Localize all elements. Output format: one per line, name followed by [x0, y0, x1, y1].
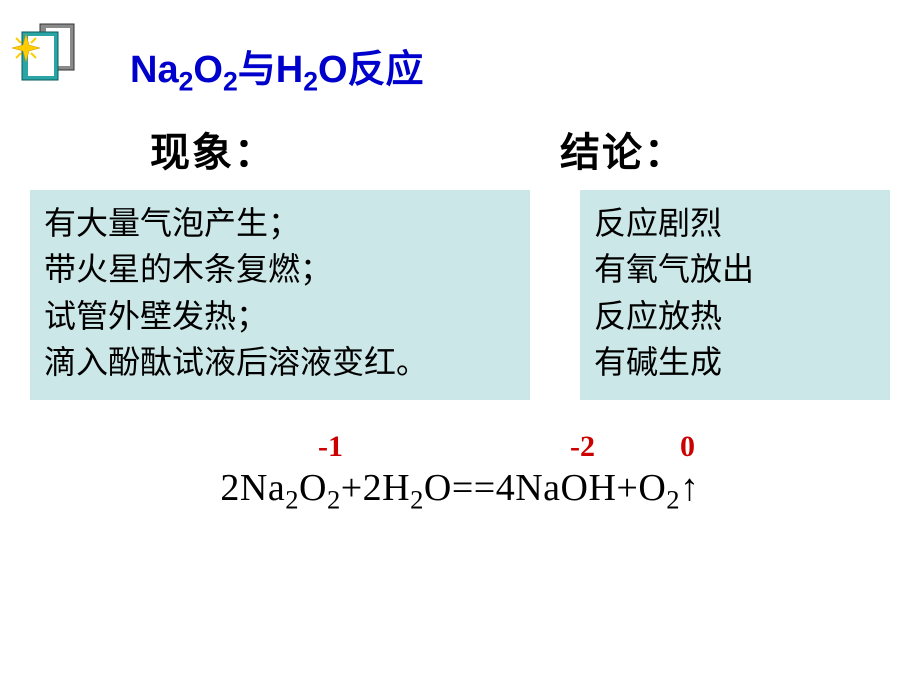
conclusion-line: 有碱生成 — [594, 339, 876, 385]
phenomena-line: 有大量气泡产生； — [44, 200, 516, 246]
oxidation-state-3: 0 — [680, 430, 695, 464]
content-row: 有大量气泡产生； 带火星的木条复燃； 试管外壁发热； 滴入酚酞试液后溶液变红。 … — [30, 190, 890, 400]
phenomena-line: 滴入酚酞试液后溶液变红。 — [44, 339, 516, 385]
oxidation-state-2: -2 — [570, 430, 595, 464]
conclusion-heading: 结论： — [560, 120, 686, 178]
slide-title: Na2O2与H2O反应 — [130, 38, 424, 98]
chemical-equation: 2Na2O2+2H2O==4NaOH+O2↑ — [0, 466, 920, 516]
oxidation-states: -1 -2 0 — [0, 430, 920, 466]
equation-block: -1 -2 0 2Na2O2+2H2O==4NaOH+O2↑ — [0, 430, 920, 516]
phenomena-line: 带火星的木条复燃； — [44, 246, 516, 292]
phenomena-box: 有大量气泡产生； 带火星的木条复燃； 试管外壁发热； 滴入酚酞试液后溶液变红。 — [30, 190, 530, 400]
conclusion-box: 反应剧烈 有氧气放出 反应放热 有碱生成 — [580, 190, 890, 400]
phenomena-heading: 现象： — [150, 120, 276, 178]
conclusion-line: 反应剧烈 — [594, 200, 876, 246]
conclusion-line: 反应放热 — [594, 293, 876, 339]
book-sparkle-icon — [12, 18, 82, 88]
phenomena-line: 试管外壁发热； — [44, 293, 516, 339]
oxidation-state-1: -1 — [318, 430, 343, 464]
conclusion-line: 有氧气放出 — [594, 246, 876, 292]
